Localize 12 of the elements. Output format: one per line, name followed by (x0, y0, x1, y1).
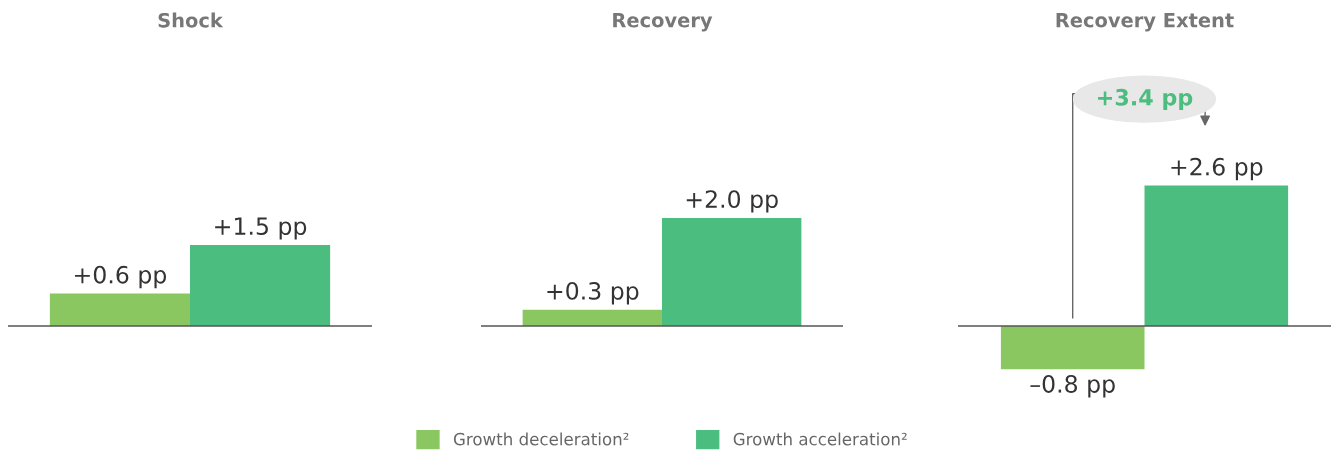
data-label: +0.6 pp (75, 265, 167, 289)
chart-title: Shock (158, 12, 224, 28)
data-label: +2.6 pp (1171, 157, 1263, 181)
legend-label: Growth acceleration² (733, 432, 907, 446)
legend-label: Growth deceleration² (453, 432, 629, 446)
data-label: +2.0 pp (686, 190, 778, 213)
data-label: +0.3 pp (547, 281, 639, 305)
chart-title: Recovery Extent (1056, 13, 1234, 32)
chart-title: Recovery (613, 13, 713, 32)
data-label: +1.5 pp (215, 217, 307, 240)
data-label: –0.8 pp (1030, 375, 1115, 398)
text: +3.4 pp (1098, 88, 1193, 110)
